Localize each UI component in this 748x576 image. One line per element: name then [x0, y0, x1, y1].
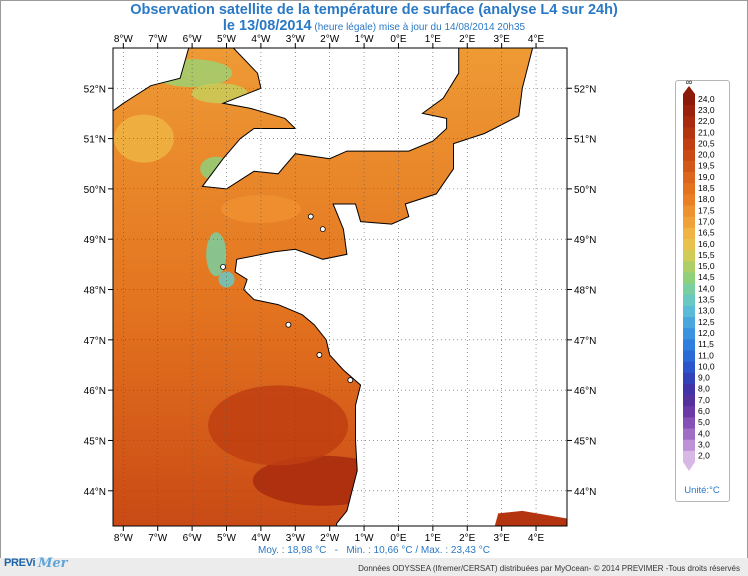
lon-label-bottom: 3°E: [494, 533, 511, 544]
land-france: [234, 48, 567, 526]
island: [307, 213, 314, 220]
stat-mean: Moy. : 18,98 °C: [258, 545, 327, 556]
lat-label-left: 46°N: [84, 386, 106, 397]
sst-patch: [220, 195, 301, 224]
lat-label-right: 50°N: [574, 185, 596, 196]
lon-label-bottom: 4°W: [251, 533, 271, 544]
island: [316, 352, 323, 358]
lat-label-left: 51°N: [84, 135, 106, 146]
plot-border: [112, 47, 568, 527]
lon-label-bottom: 1°E: [425, 533, 442, 544]
lon-label-bottom: 8°W: [114, 533, 134, 544]
lon-label-bottom: 3°W: [286, 533, 306, 544]
lat-label-right: 45°N: [574, 436, 596, 447]
island: [285, 321, 292, 328]
page-title: Observation satellite de la température …: [130, 2, 618, 18]
island: [319, 226, 326, 233]
colorbar-unit: Unité:°C: [684, 485, 720, 496]
lat-label-left: 45°N: [84, 436, 106, 447]
lon-label-top: 8°W: [114, 34, 134, 45]
lon-label-top: 1°W: [355, 34, 375, 45]
island: [347, 377, 354, 383]
lat-label-right: 52°N: [574, 84, 596, 95]
footer-bar: [0, 558, 748, 576]
lat-label-right: 49°N: [574, 235, 596, 246]
lat-label-right: 51°N: [574, 135, 596, 146]
lon-label-bottom: 6°W: [183, 533, 203, 544]
lon-label-bottom: 2°W: [320, 533, 340, 544]
sst-patch: [218, 271, 235, 288]
lon-label-bottom: 5°W: [217, 533, 237, 544]
lon-label-bottom: 2°E: [459, 533, 476, 544]
lon-label-top: 2°W: [320, 34, 340, 45]
stat-min-max: Min. : 10,66 °C / Max. : 23,43 °C: [346, 545, 490, 556]
lon-label-bottom: 1°W: [355, 533, 375, 544]
lon-label-top: 3°W: [286, 34, 306, 45]
lat-label-left: 44°N: [84, 487, 106, 498]
sst-patch: [208, 385, 349, 466]
lon-label-top: 0°E: [390, 34, 407, 45]
lat-label-right: 48°N: [574, 286, 596, 297]
lon-label-top: 1°E: [425, 34, 442, 45]
island: [220, 263, 226, 270]
lat-label-left: 47°N: [84, 336, 106, 347]
lon-label-top: 2°E: [459, 34, 476, 45]
lat-label-left: 50°N: [84, 185, 106, 196]
lon-label-top: 7°W: [148, 34, 168, 45]
lat-label-left: 49°N: [84, 235, 106, 246]
title-update: (heure légale) mise à jour du 14/08/2014…: [311, 22, 526, 33]
lat-label-left: 48°N: [84, 286, 106, 297]
credit-text: Données ODYSSEA (Ifremer/CERSAT) distrib…: [358, 564, 740, 573]
mediterranean-sea: [494, 510, 567, 526]
lon-label-top: 5°W: [217, 34, 237, 45]
lon-label-bottom: 0°E: [390, 533, 407, 544]
stats-line: Moy. : 18,98 °C - Min. : 10,66 °C / Max.…: [258, 545, 490, 556]
subtitle: le 13/08/2014 (heure légale) mise à jour…: [0, 17, 748, 35]
lon-label-bottom: 7°W: [148, 533, 168, 544]
lat-label-left: 52°N: [84, 84, 106, 95]
land-england-wales: [201, 48, 460, 190]
lon-label-top: 6°W: [183, 34, 203, 45]
lon-label-bottom: 4°E: [528, 533, 545, 544]
lon-label-top: 3°E: [494, 34, 511, 45]
title-date: le 13/08/2014: [222, 18, 312, 34]
lon-label-top: 4°E: [528, 34, 545, 45]
lat-label-right: 46°N: [574, 386, 596, 397]
sst-map: 8°W 8°W 7°W 7°W 6°W 6°W 5°W 5°W 4°W 4°W 3°W 3°W 2°W 2…: [84, 34, 597, 544]
land-ireland: [113, 48, 190, 112]
lat-label-right: 44°N: [574, 487, 596, 498]
lat-label-right: 47°N: [574, 336, 596, 347]
lon-label-top: 4°W: [251, 34, 271, 45]
previmer-logo: PREVi Mer: [4, 556, 68, 571]
colorbar-frame: [675, 80, 730, 502]
sst-patch: [113, 114, 174, 163]
